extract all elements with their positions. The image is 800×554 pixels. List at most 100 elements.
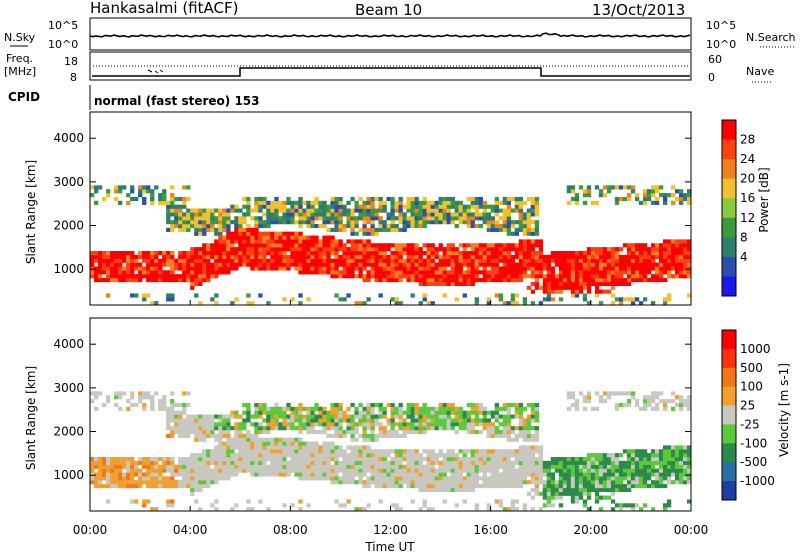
heatmap-cell (398, 464, 403, 469)
heatmap-cell (350, 274, 355, 279)
heatmap-cell (678, 453, 684, 458)
heatmap-cell (198, 476, 203, 481)
heatmap-cell (246, 414, 251, 419)
heatmap-cell (646, 247, 652, 252)
heatmap-cell (274, 262, 279, 267)
heatmap-cell (346, 239, 351, 244)
heatmap-cell (210, 227, 215, 232)
heatmap-cell (362, 208, 367, 213)
heatmap-cell (302, 208, 307, 213)
heatmap-cell (450, 281, 455, 286)
heatmap-cell (382, 223, 387, 229)
heatmap-cell (442, 270, 447, 275)
heatmap-cell (282, 250, 287, 256)
heatmap-cell (270, 414, 275, 419)
heatmap-cell (314, 235, 319, 240)
heatmap-cell (350, 227, 355, 232)
heatmap-cell (326, 204, 331, 209)
heatmap-cell (214, 266, 219, 271)
heatmap-cell (170, 426, 175, 431)
heatmap-cell (306, 204, 311, 209)
heatmap-cell (162, 468, 167, 473)
heatmap-cell (574, 460, 580, 465)
heatmap-cell (178, 204, 183, 209)
heatmap-cell (382, 472, 387, 477)
heatmap-cell (602, 472, 608, 477)
heatmap-cell (490, 254, 495, 259)
heatmap-cell (410, 216, 415, 221)
heatmap-cell (562, 464, 568, 469)
heatmap-cell (682, 445, 688, 450)
heatmap-cell (598, 507, 604, 512)
heatmap-cell (390, 212, 395, 217)
heatmap-cell (374, 476, 379, 481)
heatmap-cell (478, 200, 483, 205)
heatmap-cell (586, 285, 592, 290)
heatmap-cell (662, 258, 668, 263)
heatmap-cell (682, 476, 688, 481)
heatmap-cell (258, 468, 263, 473)
heatmap-cell (570, 250, 576, 256)
heatmap-cell (590, 250, 596, 256)
heatmap-cell (282, 449, 287, 454)
heatmap-cell (430, 247, 435, 252)
heatmap-cell (538, 472, 544, 477)
heatmap-cell (318, 223, 323, 229)
colorbar-segment (722, 217, 736, 238)
heatmap-cell (266, 266, 271, 271)
heatmap-cell (522, 200, 528, 205)
heatmap-cell (406, 468, 411, 473)
heatmap-cell (490, 476, 495, 481)
heatmap-cell (218, 437, 223, 442)
heatmap-cell (230, 243, 235, 248)
heatmap-cell (358, 270, 363, 275)
heatmap-cell (626, 258, 632, 263)
heatmap-cell (570, 262, 576, 267)
heatmap-cell (306, 270, 311, 275)
heatmap-cell (110, 250, 115, 256)
heatmap-cell (366, 277, 371, 283)
heatmap-cell (530, 281, 536, 286)
heatmap-cell (642, 453, 648, 458)
heatmap-cell (430, 418, 435, 423)
heatmap-cell (334, 449, 339, 454)
heatmap-cell (422, 429, 427, 435)
heatmap-cell (602, 487, 608, 492)
heatmap-cell (310, 239, 315, 244)
heatmap-cell (478, 247, 483, 252)
heatmap-cell (170, 277, 175, 283)
heatmap-cell (330, 250, 335, 256)
heatmap-cell (322, 270, 327, 275)
heatmap-cell (574, 495, 580, 500)
heatmap-cell (638, 468, 644, 473)
heatmap-cell (338, 422, 343, 427)
heatmap-cell (362, 247, 367, 252)
heatmap-cell (134, 293, 139, 298)
heatmap-cell (202, 277, 207, 283)
heatmap-cell (654, 456, 660, 462)
heatmap-cell (318, 254, 323, 259)
heatmap-cell (582, 262, 588, 267)
heatmap-cell (634, 277, 640, 283)
heatmap-cell (298, 460, 303, 465)
heatmap-cell (558, 480, 564, 485)
heatmap-cell (182, 418, 187, 423)
heatmap-cell (286, 406, 291, 411)
heatmap-cell (178, 456, 183, 462)
heatmap-cell (98, 468, 103, 473)
heatmap-cell (306, 212, 311, 217)
heatmap-cell (662, 243, 668, 248)
heatmap-cell (306, 422, 311, 427)
heatmap-cell (262, 262, 267, 267)
heatmap-cell (98, 391, 103, 396)
heatmap-cell (414, 208, 419, 213)
heatmap-cell (106, 254, 111, 259)
heatmap-cell (658, 472, 664, 477)
heatmap-cell (454, 487, 459, 492)
heatmap-cell (302, 414, 307, 419)
heatmap-cell (178, 258, 183, 263)
heatmap-cell (122, 270, 127, 275)
heatmap-cell (630, 274, 636, 279)
heatmap-cell (658, 262, 664, 267)
heatmap-cell (118, 464, 123, 469)
